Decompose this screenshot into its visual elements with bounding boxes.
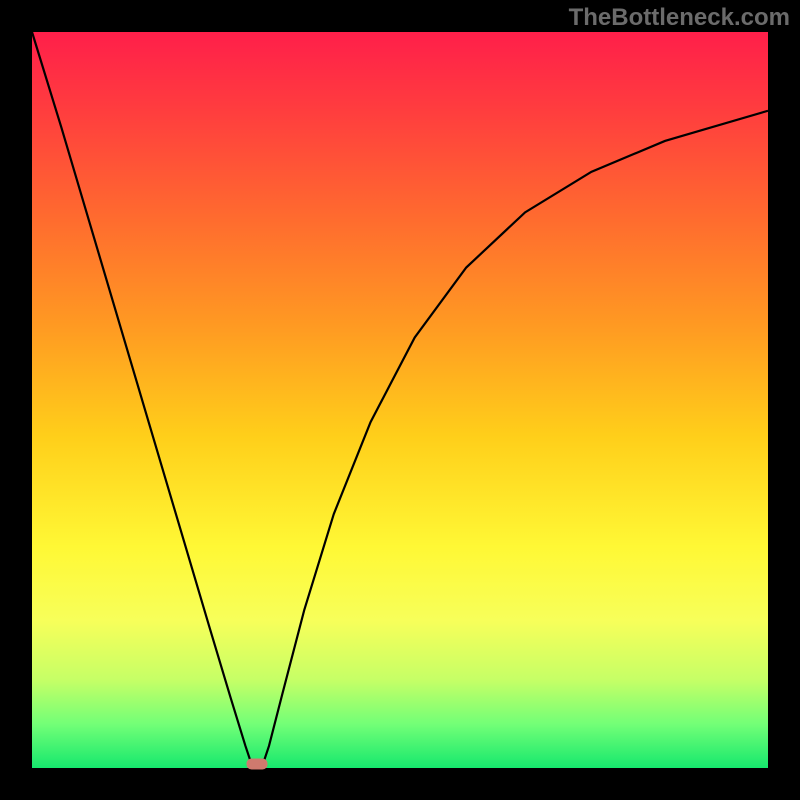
plot-area <box>32 32 768 768</box>
minimum-marker <box>247 759 268 770</box>
bottleneck-curve <box>32 32 768 768</box>
canvas-root: TheBottleneck.com <box>0 0 800 800</box>
curve-path <box>32 32 768 768</box>
watermark-text: TheBottleneck.com <box>569 4 790 32</box>
